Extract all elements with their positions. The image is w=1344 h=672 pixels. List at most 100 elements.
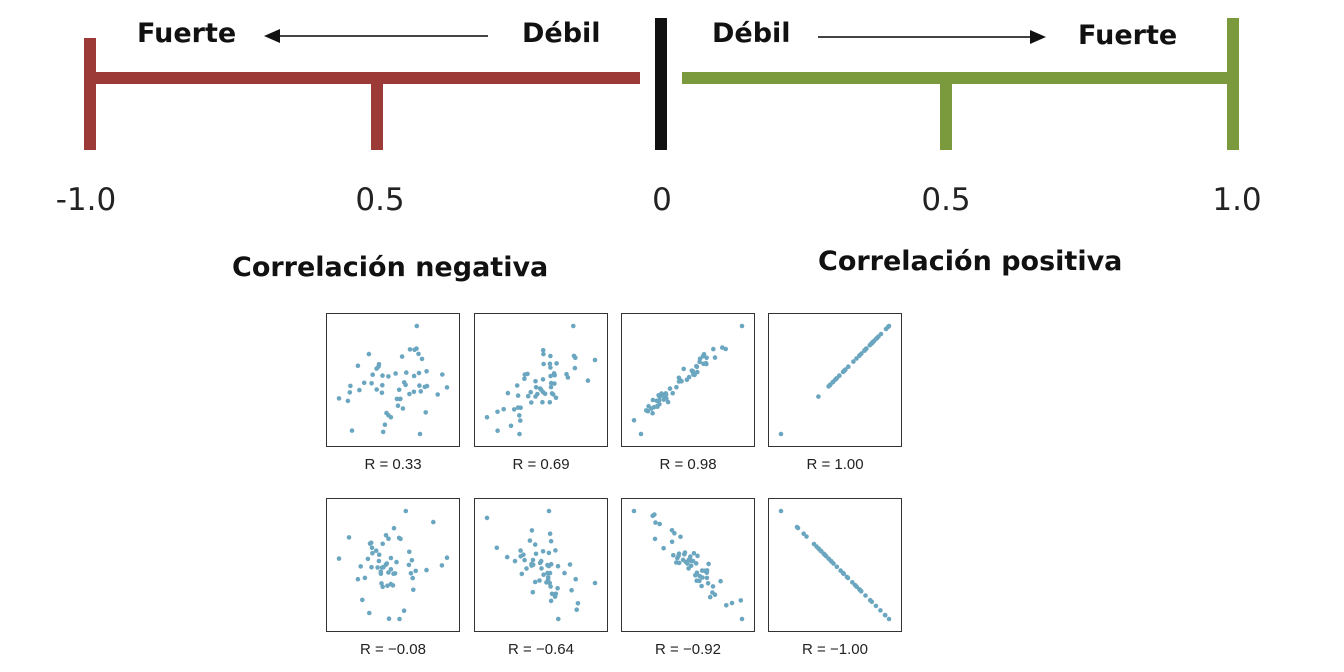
scatter-point (679, 379, 684, 384)
scatter-point (529, 528, 535, 533)
scatter-point (804, 534, 809, 539)
scatter-point (652, 536, 658, 542)
scatter-point (710, 584, 716, 589)
scatter-point (562, 570, 567, 576)
scatter-point (547, 531, 553, 536)
scatter-point (685, 561, 690, 566)
scatter-point (695, 369, 700, 375)
scatter-point (859, 351, 864, 356)
scatter-point (440, 372, 445, 377)
scatter-point (505, 390, 511, 396)
scatter-point (411, 373, 417, 379)
scatter-point (739, 323, 745, 329)
scatter-point (693, 561, 699, 566)
scatter-point (398, 536, 403, 542)
scatter-point (553, 395, 559, 401)
scatter-point (347, 390, 353, 395)
scatter-point (431, 519, 436, 525)
scatter-point (484, 515, 490, 521)
scatter-point (424, 567, 429, 573)
scatter-point (694, 570, 700, 576)
scatter-point (841, 571, 846, 576)
scatter-point (388, 555, 394, 561)
scatter-point (539, 566, 544, 571)
scatter-point (553, 591, 559, 597)
scatter-point (386, 570, 391, 575)
scatter-point (435, 392, 440, 397)
scatter-point (504, 554, 510, 560)
scatter-point (548, 373, 553, 379)
scatter-point (540, 549, 546, 554)
scatter-point (346, 535, 352, 540)
scatter-point (376, 552, 382, 557)
scatter-point (701, 352, 707, 357)
scatter-point (573, 355, 578, 361)
scatter-point (501, 406, 506, 412)
scatter-point (386, 616, 392, 621)
scatter-point (484, 415, 490, 420)
correlation-scale (84, 18, 1239, 150)
scatter-point (528, 389, 533, 395)
scatter-point (366, 351, 372, 357)
scatter-point (537, 578, 542, 583)
scatter-point (416, 351, 421, 357)
scatter-point (538, 558, 544, 564)
scatter-point (393, 371, 398, 376)
scatter-point (532, 579, 538, 585)
scatter-point (519, 571, 525, 577)
scatter-point (385, 583, 390, 589)
scatter-point (444, 385, 450, 390)
scatter-point (885, 324, 891, 330)
scatter-point (414, 323, 420, 329)
scatter-point (691, 551, 697, 556)
scatter-point (541, 361, 546, 367)
scatter-point (681, 366, 686, 372)
scatter-point (706, 561, 711, 567)
scatter-point (554, 361, 559, 366)
tick-label-pos-half: 0.5 (921, 182, 971, 218)
scatter-panel (621, 498, 755, 632)
positive-correlation-title: Correlación positiva (818, 246, 1123, 277)
scatter-point (515, 393, 521, 398)
scatter-point (811, 541, 817, 547)
scatter-point (672, 531, 677, 536)
scatter-point (386, 413, 391, 418)
scatter-point (555, 586, 560, 591)
scatter-point (567, 562, 573, 567)
scatter-point (665, 399, 671, 405)
scatter-point (548, 384, 554, 390)
scatter-point (553, 548, 558, 553)
scatter-point (702, 568, 707, 574)
scatter-point (834, 376, 839, 381)
scatter-point (395, 403, 401, 408)
scatter-point (396, 387, 402, 393)
scatter-point (882, 612, 888, 618)
scatter-point (378, 571, 384, 576)
scatter-point (394, 559, 399, 565)
scatter-point (674, 384, 679, 390)
scatter-point (837, 373, 842, 378)
scatter-point (518, 418, 523, 423)
scatter-point (383, 533, 389, 538)
scatter-point (522, 376, 527, 382)
scatter-point (374, 366, 379, 371)
scatter-point (661, 397, 667, 402)
scatter-point (723, 346, 728, 352)
scatter-point (336, 396, 342, 401)
scatter-point (697, 573, 702, 579)
scatter-point (388, 581, 394, 587)
scatter-plot (631, 508, 745, 622)
scatter-point (671, 553, 676, 558)
scatter-point (650, 410, 655, 416)
scatter-point (778, 508, 784, 514)
scatter-point (419, 356, 425, 362)
scatter-point (495, 428, 500, 433)
scatter-point (373, 548, 379, 553)
scatter-point (656, 393, 661, 398)
scatter-point (569, 588, 574, 593)
left-arrow-icon (264, 29, 488, 43)
scatter-point (682, 550, 688, 555)
scatter-point (829, 559, 834, 564)
scatter-point (406, 562, 412, 568)
tick-label-neg-half: 0.5 (355, 182, 405, 218)
